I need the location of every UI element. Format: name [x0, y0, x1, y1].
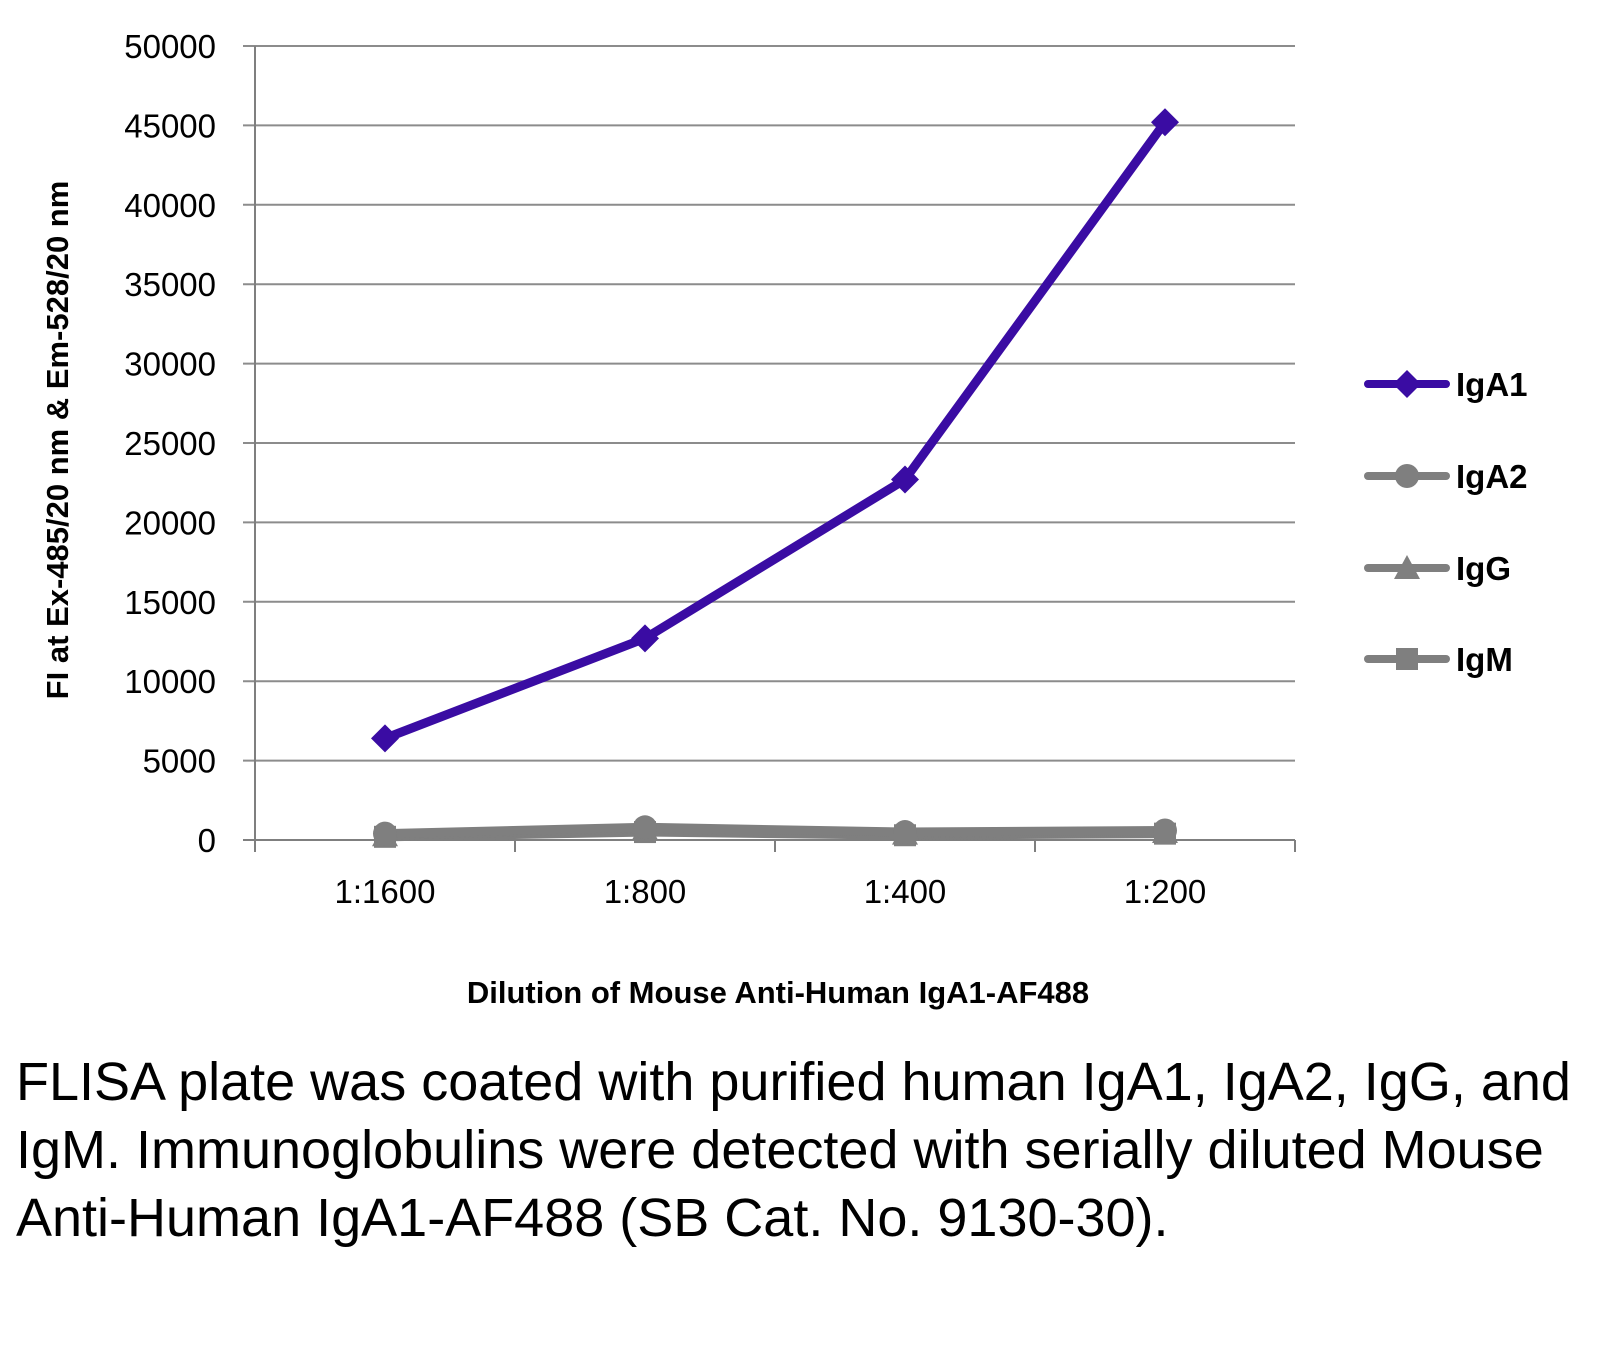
legend-item-igg: IgG — [1364, 550, 1511, 587]
legend-label: IgM — [1456, 641, 1513, 678]
x-tick-label: 1:200 — [1124, 873, 1207, 910]
figure-caption: FLISA plate was coated with purified hum… — [16, 1052, 1571, 1248]
y-tick-labels: 0 5000 10000 15000 20000 25000 30000 35000 40000… — [124, 28, 216, 859]
data-point-iga2 — [633, 815, 657, 840]
legend-label: IgA1 — [1456, 366, 1528, 403]
legend-marker — [1393, 370, 1421, 398]
x-tick-label: 1:800 — [604, 873, 687, 910]
y-tick-label: 20000 — [124, 504, 216, 541]
data-point-iga1 — [371, 724, 399, 753]
chart: 0 5000 10000 15000 20000 25000 30000 35000 40000… — [40, 28, 1528, 1010]
x-tick-labels: 1:1600 1:800 1:400 1:200 — [335, 873, 1207, 910]
series-iga1 — [371, 108, 1179, 753]
legend-label: IgA2 — [1456, 458, 1528, 495]
y-tick-label: 15000 — [124, 584, 216, 621]
legend-item-igm: IgM — [1364, 641, 1513, 678]
y-tick-label: 10000 — [124, 663, 216, 700]
legend-item-iga2: IgA2 — [1364, 458, 1528, 495]
y-tick-label: 30000 — [124, 346, 216, 383]
y-tick-label: 45000 — [124, 107, 216, 144]
data-point-iga2 — [893, 820, 917, 845]
y-tick-label: 5000 — [143, 743, 216, 780]
series-line-iga1 — [380, 117, 1170, 743]
legend-marker — [1396, 648, 1418, 670]
series — [371, 108, 1179, 848]
data-point-iga2 — [1153, 818, 1177, 843]
series-iga2 — [373, 815, 1177, 846]
legend-marker — [1394, 555, 1420, 579]
y-tick-label: 40000 — [124, 187, 216, 224]
y-axis-title: FI at Ex-485/20 nm & Em-528/20 nm — [40, 181, 75, 700]
data-point-iga1 — [891, 465, 919, 494]
line-chart: 0 5000 10000 15000 20000 25000 30000 35000 40000… — [40, 28, 1528, 1010]
data-point-iga1 — [1151, 108, 1179, 137]
y-tick-label: 35000 — [124, 266, 216, 303]
data-point-iga1 — [631, 624, 659, 653]
gridlines — [243, 45, 1295, 762]
x-axis-title: Dilution of Mouse Anti-Human IgA1-AF488 — [467, 975, 1089, 1010]
y-tick-label: 0 — [198, 822, 216, 859]
legend-marker — [1395, 464, 1419, 488]
legend: IgA1 IgA2 IgG IgM — [1364, 366, 1528, 678]
data-point-iga2 — [373, 821, 397, 846]
legend-label: IgG — [1456, 550, 1511, 587]
y-tick-label: 50000 — [124, 28, 216, 65]
y-tick-label: 25000 — [124, 425, 216, 462]
legend-item-iga1: IgA1 — [1364, 366, 1528, 403]
x-tick-label: 1:1600 — [335, 873, 436, 910]
series-line-iga2 — [380, 822, 1170, 839]
x-tick-label: 1:400 — [864, 873, 947, 910]
